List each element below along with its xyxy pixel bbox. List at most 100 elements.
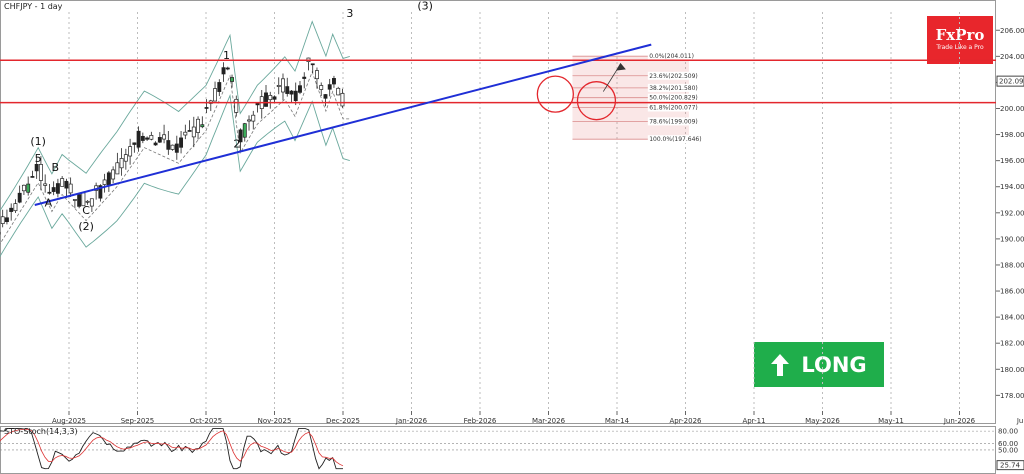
y-tick-label: 184.000 bbox=[1000, 314, 1024, 322]
fibonacci-label-bg bbox=[647, 103, 690, 112]
candle-body bbox=[119, 158, 124, 169]
candle-body bbox=[191, 126, 196, 138]
candle-body bbox=[89, 198, 94, 207]
y-tick-label: 188.000 bbox=[1000, 261, 1024, 269]
x-tick-label: Apr-11 bbox=[742, 417, 765, 425]
fibonacci-label-bg bbox=[647, 83, 690, 92]
y-tick-label: 200.000 bbox=[1000, 105, 1024, 113]
signal-label: LONG bbox=[801, 352, 867, 377]
candle-body bbox=[217, 82, 222, 92]
wave-label: 5 bbox=[35, 152, 42, 165]
fibonacci-label-bg bbox=[647, 93, 690, 102]
candle-body bbox=[268, 95, 273, 101]
y-tick-label: 192.000 bbox=[1000, 209, 1024, 217]
stochastic-label: STO-Stoch(14,3,3) bbox=[4, 427, 78, 436]
candle-body bbox=[242, 123, 247, 138]
candle-body bbox=[336, 87, 341, 96]
x-tick-label: Oct-2025 bbox=[190, 417, 222, 425]
candle-body bbox=[310, 63, 315, 66]
candle-body bbox=[43, 183, 48, 186]
fibonacci-level-label: 78.6%(199.009) bbox=[649, 118, 698, 125]
candle-body bbox=[179, 137, 184, 148]
x-tick-label: Jun-11 bbox=[1016, 417, 1024, 425]
fibonacci-level-label: 100.0%(197.646) bbox=[649, 136, 701, 143]
candle-body bbox=[289, 90, 294, 95]
candle-body bbox=[234, 98, 239, 113]
candle-body bbox=[157, 137, 162, 143]
stochastic-d-line bbox=[0, 428, 344, 467]
candle-body bbox=[34, 164, 39, 172]
candle-body bbox=[9, 207, 14, 212]
candle-body bbox=[170, 144, 175, 150]
candle-body bbox=[98, 185, 103, 199]
candle-body bbox=[13, 203, 18, 212]
candle-body bbox=[136, 130, 141, 148]
candle-body bbox=[183, 131, 188, 136]
candle-body bbox=[340, 93, 345, 107]
candle-body bbox=[323, 94, 328, 99]
stochastic-k-line bbox=[0, 428, 343, 470]
candle-body bbox=[319, 85, 324, 90]
candle-body bbox=[132, 142, 137, 145]
candle-body bbox=[302, 76, 307, 79]
uptrend-line bbox=[34, 43, 652, 206]
candle-body bbox=[264, 92, 268, 107]
y-tick-label: 186.000 bbox=[1000, 288, 1024, 296]
main-plot-frame bbox=[0, 0, 996, 424]
candle-body bbox=[17, 192, 22, 203]
candle-body bbox=[272, 96, 277, 100]
candle-body bbox=[204, 107, 209, 109]
candle-body bbox=[327, 84, 332, 90]
wave-label: (1) bbox=[30, 135, 46, 148]
x-tick-label: Mar-2026 bbox=[532, 417, 566, 425]
candle-body bbox=[225, 67, 230, 70]
stochastic-tick-label: 50.00 bbox=[998, 446, 1018, 454]
candle-body bbox=[115, 162, 120, 175]
y-tick-label: 196.000 bbox=[1000, 157, 1024, 165]
candle-body bbox=[21, 184, 26, 192]
upper-band-line bbox=[0, 20, 350, 212]
candle-body bbox=[111, 169, 116, 180]
x-tick-label: Jun-2026 bbox=[943, 417, 976, 425]
candle-body bbox=[213, 88, 217, 102]
wave-label: (2) bbox=[78, 220, 94, 233]
candle-body bbox=[123, 154, 128, 162]
current-price-label: 202.098 bbox=[999, 78, 1024, 86]
candle-body bbox=[238, 129, 243, 143]
wave-label: 1 bbox=[223, 49, 230, 62]
candle-body bbox=[247, 119, 251, 122]
highlight-circle bbox=[536, 75, 574, 113]
candle-body bbox=[174, 143, 179, 153]
wave-label: 3 bbox=[346, 7, 353, 20]
fibonacci-label-bg bbox=[647, 71, 690, 80]
candle-body bbox=[30, 176, 35, 178]
candle-body bbox=[26, 183, 31, 193]
candle-body bbox=[64, 180, 69, 189]
candle-body bbox=[276, 85, 281, 87]
brand-name: FxPro bbox=[935, 26, 985, 44]
x-tick-label: Nov-2025 bbox=[258, 417, 292, 425]
x-tick-label: Dec-2025 bbox=[326, 417, 360, 425]
x-tick-label: Jan-2026 bbox=[395, 417, 428, 425]
y-tick-label: 206.000 bbox=[1000, 27, 1024, 35]
fibonacci-level-label: 0.0%(204.011) bbox=[649, 53, 694, 60]
candle-body bbox=[332, 78, 336, 85]
y-tick-label: 178.000 bbox=[1000, 392, 1024, 400]
candle-body bbox=[68, 183, 73, 194]
candle-body bbox=[196, 118, 201, 133]
stochastic-value-label: 25.74 bbox=[1000, 462, 1021, 470]
y-tick-label: 182.000 bbox=[1000, 340, 1024, 348]
y-tick-label: 194.000 bbox=[1000, 183, 1024, 191]
candle-body bbox=[166, 140, 171, 150]
long-signal-badge: LONG bbox=[754, 342, 884, 387]
candle-body bbox=[293, 90, 298, 102]
wave-label: C bbox=[82, 204, 90, 217]
candle-body bbox=[315, 70, 319, 80]
x-tick-label: Feb-2026 bbox=[464, 417, 497, 425]
candle-body bbox=[281, 78, 285, 93]
fibonacci-label-bg bbox=[647, 117, 690, 126]
candle-body bbox=[285, 86, 290, 94]
x-tick-label: Sep-2025 bbox=[121, 417, 155, 425]
candle-body bbox=[153, 142, 158, 146]
